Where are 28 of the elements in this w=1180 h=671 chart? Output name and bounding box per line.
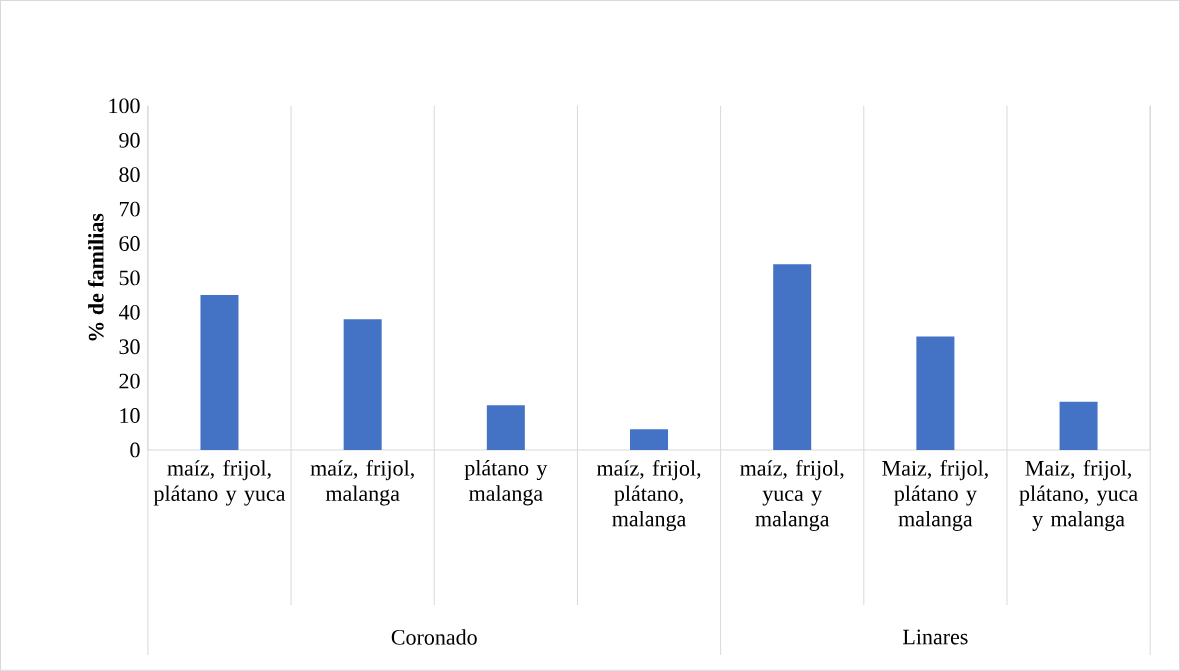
x-tick-label: maíz, frijol, malanga — [310, 460, 414, 506]
bar — [1059, 401, 1098, 451]
y-tick-label: 0 — [130, 442, 140, 458]
bar — [343, 319, 382, 451]
y-tick-label: 20 — [119, 373, 140, 389]
bar — [486, 405, 525, 451]
text: Linares — [903, 629, 968, 645]
y-tick-label: 40 — [118, 304, 140, 320]
text: Coronado — [391, 629, 477, 645]
y-tick-label: 60 — [119, 236, 140, 251]
x-tick-label: Maiz, frijol, plátano, yuca y malanga — [1019, 460, 1138, 531]
x-tick-label: Maiz, frijol, plátano y malanga — [882, 460, 988, 531]
x-tick-label: maíz, frijol, plátano y yuca — [153, 460, 286, 506]
bar — [630, 429, 669, 451]
x-tick-label: maíz, frijol, plátano, malanga — [596, 460, 701, 531]
y-tick-label: 70 — [119, 201, 140, 217]
y-axis-title: % de familias — [87, 213, 104, 341]
bar — [200, 295, 239, 451]
y-tick-label: 100 — [109, 98, 140, 114]
y-tick-label: 80 — [119, 167, 140, 183]
x-tick-label: maíz, frijol, yuca y malanga — [740, 460, 844, 531]
y-tick-label: 90 — [119, 132, 140, 148]
y-tick-label: 30 — [119, 339, 140, 355]
y-tick-label: 50 — [119, 270, 140, 286]
y-tick-label: 10 — [120, 408, 140, 424]
bar — [916, 336, 955, 451]
x-tick-label: plátano y malanga — [464, 460, 548, 506]
bar — [773, 264, 812, 451]
